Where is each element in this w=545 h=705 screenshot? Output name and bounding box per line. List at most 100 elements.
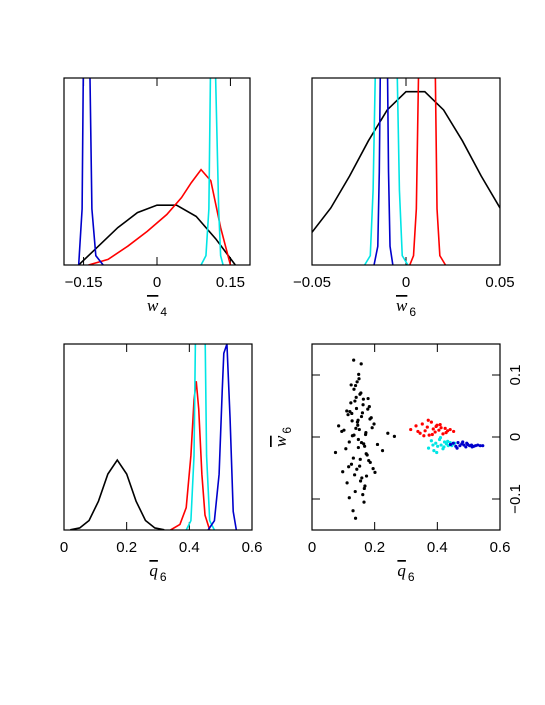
x-tick-label: 0.6: [490, 539, 511, 556]
point: [366, 396, 370, 401]
point: [433, 430, 437, 434]
point: [355, 420, 360, 424]
point: [352, 387, 356, 391]
density-curve: [363, 78, 409, 265]
density-curve: [78, 204, 236, 265]
plot-frame: [311, 77, 501, 266]
point: [455, 446, 459, 450]
plot-frame: [311, 343, 501, 531]
point: [345, 481, 349, 485]
point: [360, 411, 365, 415]
point: [333, 450, 338, 455]
point: [347, 465, 351, 469]
point: [416, 429, 420, 434]
x-tick-label: 0.6: [242, 539, 263, 556]
point: [348, 409, 352, 414]
point: [363, 484, 367, 488]
y-tick-label: 0: [507, 433, 524, 441]
axis-subscript: 4: [160, 305, 167, 319]
point: [443, 426, 447, 430]
point: [427, 433, 431, 437]
point: [426, 418, 430, 422]
x-tick-label: 0.2: [364, 539, 385, 556]
point: [478, 444, 482, 448]
axis-symbol: q: [397, 561, 406, 580]
axis-symbol: w: [271, 435, 290, 447]
point: [347, 440, 351, 444]
point: [349, 383, 353, 387]
point: [434, 424, 438, 429]
panel: 0 0.2 0.4 0.6: [60, 343, 263, 556]
point: [361, 493, 365, 497]
axis-symbol: w: [396, 296, 408, 315]
y-tick-label: 0.1: [507, 365, 524, 386]
point: [444, 431, 448, 435]
point: [357, 372, 361, 376]
plot-frame: [63, 77, 251, 266]
point: [361, 403, 365, 407]
point: [392, 434, 397, 438]
point: [371, 467, 375, 471]
point: [423, 429, 427, 433]
axis-subscript: 6: [280, 427, 294, 434]
x-tick-label: 0.2: [116, 539, 137, 556]
panel: −0.15 0 0.15: [63, 77, 251, 291]
point: [464, 445, 468, 449]
point: [352, 433, 356, 437]
point: [352, 358, 356, 362]
x-tick-label: 0.05: [485, 274, 514, 291]
x-tick-label: 0: [308, 539, 316, 556]
point: [439, 443, 443, 447]
point: [353, 516, 358, 520]
density-curve: [200, 78, 224, 265]
point: [349, 401, 353, 405]
point: [448, 442, 453, 447]
point: [355, 380, 359, 384]
point: [351, 456, 355, 460]
point: [344, 447, 348, 451]
point: [386, 431, 390, 435]
point: [358, 464, 362, 468]
point: [357, 377, 361, 381]
point: [356, 423, 360, 427]
point: [365, 453, 369, 457]
point: [354, 406, 359, 411]
point: [355, 467, 359, 471]
point: [425, 425, 429, 429]
point: [481, 444, 485, 448]
point: [337, 424, 341, 428]
point: [452, 429, 456, 434]
x-tick-label: 0: [402, 274, 410, 291]
point: [418, 431, 422, 435]
axis-symbol: w: [147, 296, 159, 315]
point: [353, 489, 357, 494]
density-curve: [70, 458, 165, 530]
point: [435, 450, 439, 455]
point: [370, 426, 374, 430]
panel: 0 0.2 0.4 0.6 −0.1 0 0.1: [308, 343, 524, 556]
point: [354, 395, 358, 399]
point: [358, 479, 363, 483]
point: [364, 474, 369, 478]
point: [438, 423, 442, 427]
point: [357, 427, 361, 432]
point: [366, 407, 370, 411]
point: [353, 473, 357, 477]
point: [362, 500, 366, 504]
point: [359, 414, 364, 419]
x-tick-label: 0.4: [179, 539, 200, 556]
point: [349, 462, 354, 466]
point: [470, 445, 474, 449]
point: [431, 427, 435, 431]
point: [431, 443, 435, 447]
point: [439, 426, 443, 430]
point: [354, 426, 358, 430]
density-curve: [170, 381, 211, 530]
plot-frame: [63, 343, 253, 531]
x-tick-label: 0.4: [427, 539, 448, 556]
point: [451, 441, 455, 445]
